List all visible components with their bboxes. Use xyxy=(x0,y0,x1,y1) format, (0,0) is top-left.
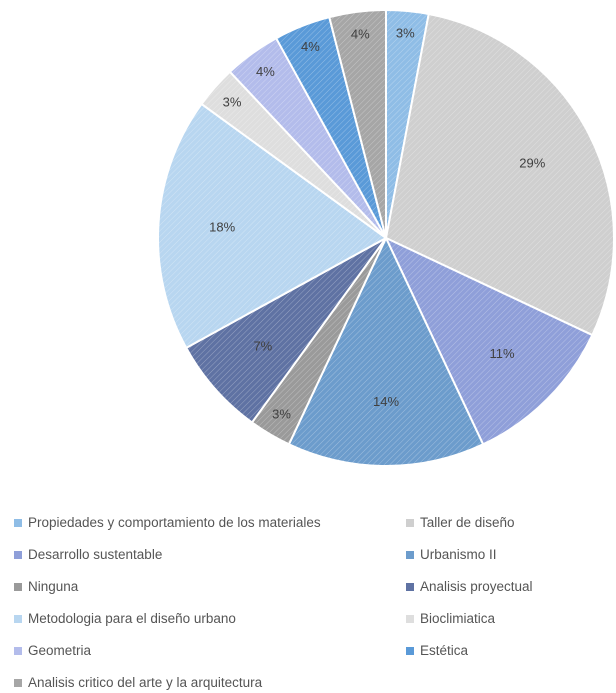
pie-data-label: 29% xyxy=(519,155,545,170)
legend-item: Analisis proyectual xyxy=(406,579,533,594)
pie-data-label: 3% xyxy=(223,94,242,109)
pie-data-label: 18% xyxy=(209,220,235,235)
pie-slice-texture xyxy=(276,17,386,238)
pie-data-label: 4% xyxy=(351,26,370,41)
pie-data-label: 4% xyxy=(301,39,320,54)
pie-slice-texture xyxy=(329,10,386,238)
legend-label: Analisis critico del arte y la arquitect… xyxy=(28,675,263,690)
pie-slice xyxy=(384,12,615,337)
pie-slice-texture xyxy=(201,71,386,238)
pie-slice-texture xyxy=(157,103,386,348)
pie-data-label: 3% xyxy=(272,407,291,422)
legend-label: Analisis proyectual xyxy=(420,579,533,594)
pie-data-label: 3% xyxy=(396,26,415,41)
pie-slice xyxy=(287,235,485,468)
pie-slice xyxy=(383,235,594,446)
pie-slice xyxy=(157,102,388,350)
pie-slice-texture xyxy=(229,38,386,239)
legend-swatch xyxy=(406,550,414,559)
pie-data-label: 11% xyxy=(490,346,515,361)
legend-swatch xyxy=(14,678,22,687)
pie-data-label: 4% xyxy=(256,64,275,79)
legend-swatch xyxy=(14,518,22,527)
legend-label: Metodologia para el diseño urbano xyxy=(28,611,236,626)
legend-item: Metodologia para el diseño urbano xyxy=(14,611,236,626)
pie-slice-texture xyxy=(251,238,386,445)
pie-svg: 3% 29% 11% 14% 3% 7% 18% 3% 4% 4% 4% xyxy=(157,8,615,468)
legend-swatch xyxy=(406,646,414,655)
legend-swatch xyxy=(406,614,414,623)
legend-swatch xyxy=(14,646,22,655)
legend-item: Urbanismo II xyxy=(406,547,497,562)
legend-label: Urbanismo II xyxy=(420,547,497,562)
legend-label: Estética xyxy=(420,643,469,658)
legend-item: Analisis critico del arte y la arquitect… xyxy=(14,675,262,690)
legend-item: Desarrollo sustentable xyxy=(14,547,162,562)
legend-swatch xyxy=(14,582,22,591)
pie-data-label: 7% xyxy=(253,339,272,354)
legend-item: Taller de diseño xyxy=(406,515,515,530)
pie-slice-texture xyxy=(386,238,593,445)
legend-item: Propiedades y comportamiento de los mate… xyxy=(14,515,321,530)
legend-swatch xyxy=(406,582,414,591)
legend-item: Ninguna xyxy=(14,579,78,594)
legend-label: Ninguna xyxy=(28,579,79,594)
pie-labels: 3% 29% 11% 14% 3% 7% 18% 3% 4% 4% 4% xyxy=(209,26,546,422)
legend-label: Taller de diseño xyxy=(420,515,515,530)
pie-slice-texture xyxy=(386,14,614,336)
legend-item: Estética xyxy=(406,643,468,658)
legend-swatch xyxy=(14,614,22,623)
legend-item: Bioclimiatica xyxy=(406,611,495,626)
pie-slice-texture xyxy=(186,238,386,423)
legend-item: Geometria xyxy=(14,643,91,658)
pie-data-label: 14% xyxy=(373,394,399,409)
legend-label: Propiedades y comportamiento de los mate… xyxy=(28,515,321,530)
legend-swatch xyxy=(406,518,414,527)
legend-label: Desarrollo sustentable xyxy=(28,547,163,562)
pie-slice xyxy=(328,8,387,239)
pie-slices xyxy=(157,8,615,468)
legend-label: Geometria xyxy=(28,643,92,658)
legend-swatch xyxy=(14,550,22,559)
legend-label: Bioclimiatica xyxy=(420,611,496,626)
pie-slice-texture xyxy=(288,238,484,466)
